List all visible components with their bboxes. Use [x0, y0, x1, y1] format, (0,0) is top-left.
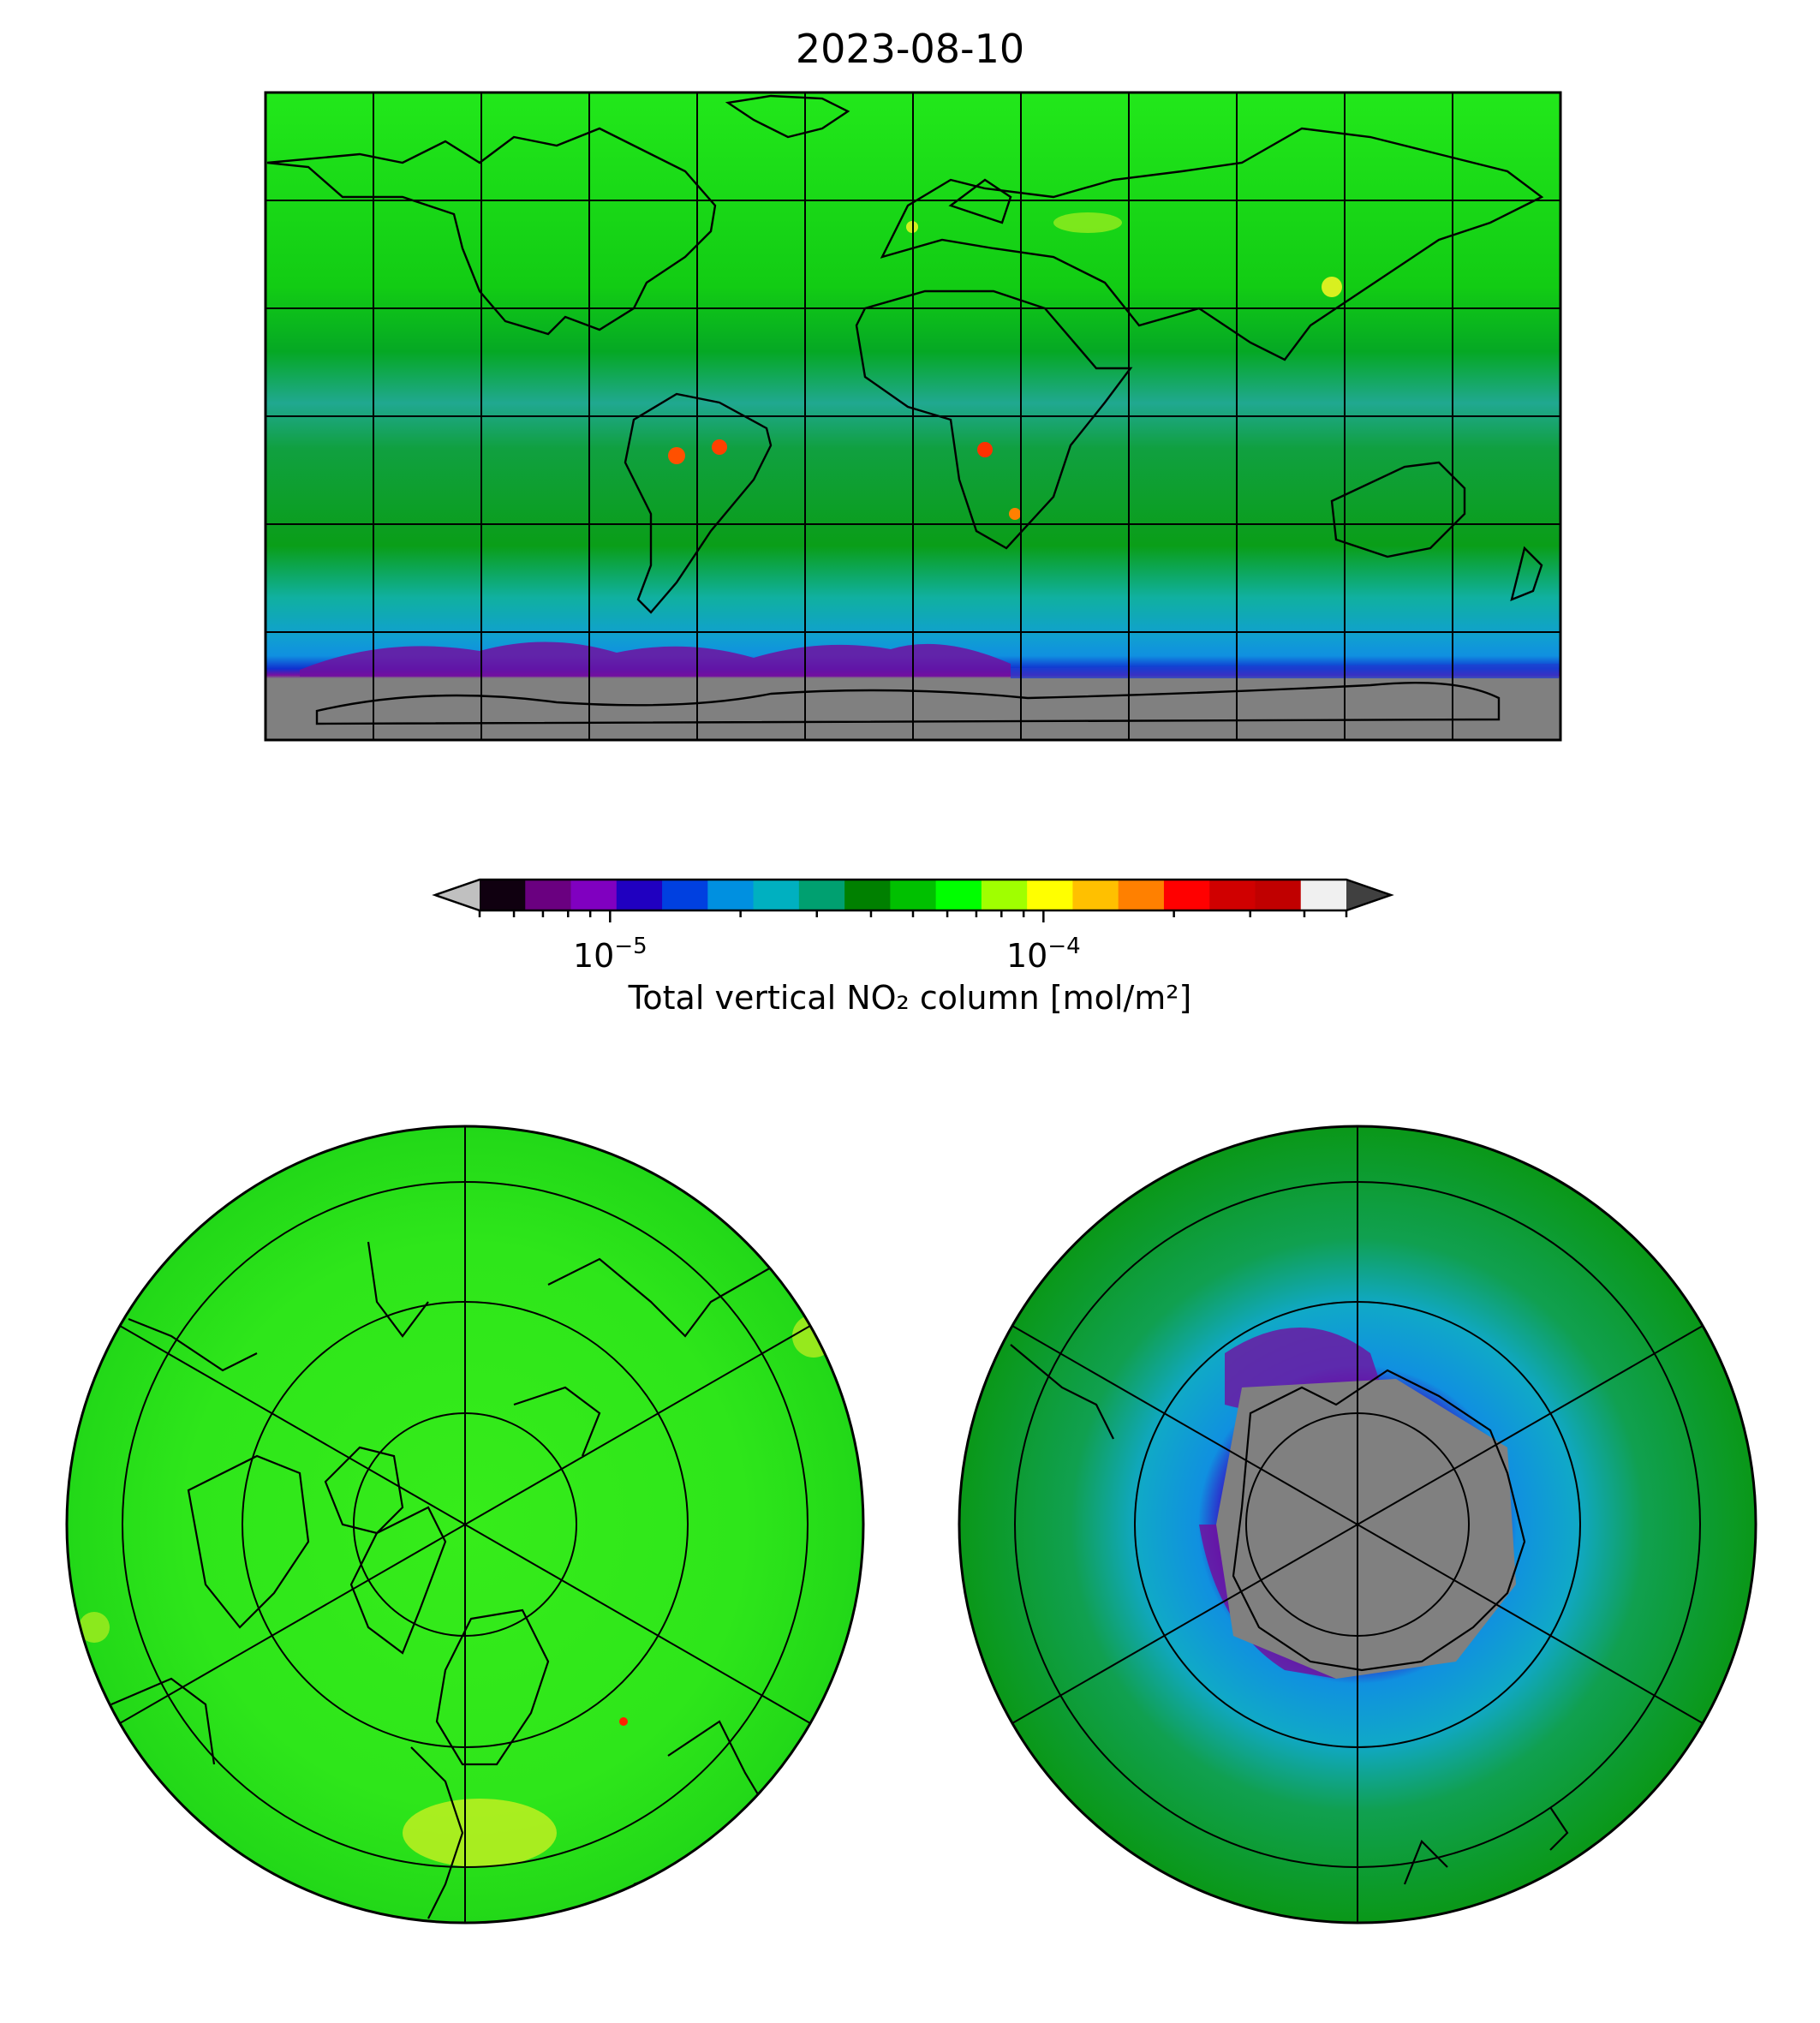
- colorbar-tick-label: 10−4: [1006, 934, 1081, 975]
- figure-title: 2023-08-10: [795, 26, 1025, 72]
- global-gridlines: [266, 92, 1560, 740]
- colorbar-band: [707, 880, 755, 910]
- colorbar-band: [1027, 880, 1074, 910]
- colorbar-under-extension: [435, 880, 480, 910]
- colorbar-band: [844, 880, 892, 910]
- colorbar-band: [1118, 880, 1165, 910]
- colorbar-ticks: [478, 910, 1348, 922]
- antarctic-map: [958, 1125, 1757, 1925]
- arctic-map: [65, 1125, 865, 1925]
- colorbar-band: [662, 880, 709, 910]
- colorbar-band: [1209, 880, 1256, 910]
- colorbar-band: [753, 880, 800, 910]
- colorbar-label: Total vertical NO₂ column [mol/m²]: [628, 979, 1192, 1017]
- global-frame: [264, 91, 1562, 742]
- colorbar-tick-label: 10−5: [573, 934, 647, 975]
- colorbar-band: [1300, 880, 1346, 910]
- colorbar-band: [798, 880, 846, 910]
- colorbar-gradient: [480, 880, 1346, 910]
- colorbar-band: [525, 880, 572, 910]
- arctic-gridlines: [119, 1126, 811, 1923]
- colorbar: [432, 878, 1394, 922]
- colorbar-band: [616, 880, 664, 910]
- global-map: [264, 91, 1562, 742]
- colorbar-band: [1072, 880, 1119, 910]
- arctic-frame: [65, 1125, 865, 1925]
- colorbar-band: [890, 880, 937, 910]
- tick-label-base: 10: [572, 937, 615, 975]
- colorbar-band: [935, 880, 982, 910]
- colorbar-band: [1255, 880, 1302, 910]
- colorbar-over-extension: [1346, 880, 1391, 910]
- tick-label-base: 10: [1005, 937, 1048, 975]
- tick-label-exponent: −4: [1047, 934, 1081, 959]
- colorbar-band: [981, 880, 1029, 910]
- colorbar-band: [480, 880, 527, 910]
- antarctic-gridlines: [1011, 1126, 1704, 1923]
- antarctic-frame: [958, 1125, 1757, 1925]
- tick-label-exponent: −5: [614, 934, 647, 959]
- antarctic-coastlines: [1010, 1344, 1569, 1885]
- colorbar-band: [1163, 880, 1211, 910]
- colorbar-band: [570, 880, 618, 910]
